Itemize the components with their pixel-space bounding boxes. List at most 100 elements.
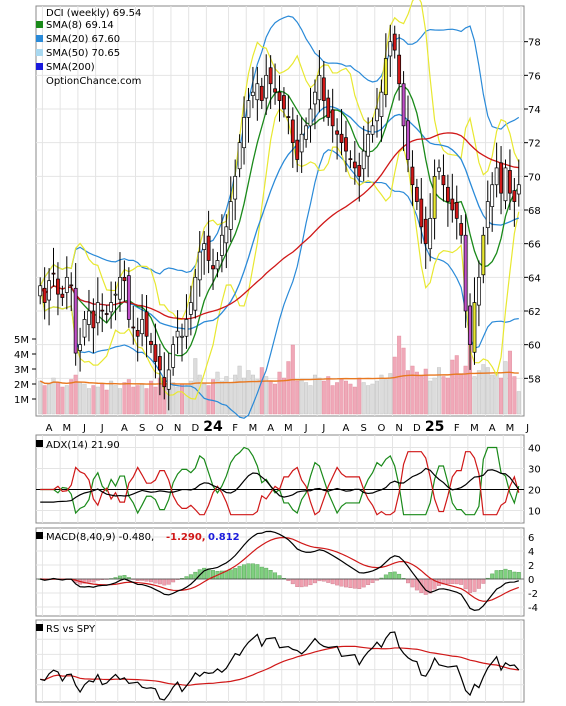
- candle-body: [459, 223, 464, 236]
- month-label: A: [267, 423, 274, 434]
- price-tick-label: 62: [528, 307, 541, 318]
- month-label: J: [82, 423, 86, 434]
- macd-histogram-bar: [348, 578, 353, 589]
- candle-body: [73, 287, 78, 354]
- price-tick-label: 76: [528, 71, 541, 82]
- macd-histogram-bar: [472, 578, 477, 592]
- candle-body: [228, 201, 233, 230]
- legend-swatch-sma50: [36, 49, 43, 56]
- volume-y-axis: 1M 2M 3M 4M 5M: [14, 335, 36, 406]
- macd-histogram-bar: [308, 578, 313, 586]
- month-label: N: [174, 423, 181, 434]
- candle-body: [432, 175, 437, 219]
- month-label: M: [249, 423, 258, 434]
- macd-histogram-bar: [468, 578, 473, 593]
- candle-body: [47, 280, 51, 301]
- macd-histogram-bar: [246, 563, 251, 580]
- volume-bar: [410, 365, 415, 415]
- month-label: D: [413, 423, 421, 434]
- volume-bar: [441, 376, 446, 415]
- candle-body: [392, 33, 397, 51]
- adx-line: [40, 467, 520, 503]
- volume-bar: [140, 383, 145, 415]
- macd-y-axis: -4 -2 0 2 4 6: [528, 533, 538, 614]
- candle-body: [162, 377, 167, 388]
- candle-body: [171, 344, 176, 368]
- candle-body: [463, 234, 468, 312]
- macd-histogram-bar: [392, 571, 397, 580]
- month-axis: A M J J A S O N D 24 F M A M J J A S O N D 25 F M A M J: [46, 419, 529, 435]
- volume-bar: [153, 386, 158, 415]
- candle-body: [277, 91, 282, 101]
- macd-tick-label: -2: [528, 589, 538, 600]
- price-panel-frame: [35, 5, 525, 417]
- macd-histogram-bar: [388, 572, 393, 580]
- candle-body: [56, 278, 60, 295]
- macd-histogram-bar: [383, 574, 388, 580]
- year-label: 24: [203, 419, 223, 435]
- candle-body: [352, 161, 357, 169]
- adx-tick-label: 20: [528, 486, 541, 497]
- volume-bar: [494, 373, 499, 415]
- macd-histogram-bar: [304, 578, 309, 587]
- candle-body: [485, 201, 490, 229]
- month-label: D: [191, 423, 199, 434]
- volume-bar: [445, 377, 450, 415]
- volume-bar: [335, 382, 340, 415]
- candle-body: [215, 260, 220, 270]
- macd-histogram-bar: [228, 569, 233, 580]
- volume-bar: [414, 371, 419, 415]
- month-label: A: [46, 423, 53, 434]
- candle-body: [64, 276, 69, 293]
- candle-body: [361, 150, 366, 170]
- candle-body: [211, 265, 215, 270]
- candle-body: [472, 302, 477, 353]
- rs-panel-frame: [35, 619, 525, 703]
- candle-body: [304, 125, 308, 140]
- macd-tick-label: 6: [528, 533, 534, 544]
- candle-body: [144, 311, 149, 337]
- macd-histogram-bar: [459, 578, 464, 585]
- volume-bar: [122, 382, 127, 415]
- volume-tick-label: 1M: [14, 395, 29, 406]
- candle-body: [82, 319, 87, 338]
- volume-bar: [516, 391, 521, 415]
- candle-body: [255, 83, 260, 101]
- candle-body: [180, 335, 184, 338]
- candle-body: [317, 74, 322, 101]
- candle-body: [113, 293, 118, 296]
- macd-histogram-bar: [352, 578, 357, 589]
- candle-body: [388, 41, 393, 57]
- volume-bar: [113, 385, 118, 415]
- adx-tick-label: 30: [528, 465, 541, 476]
- candle-body: [295, 139, 300, 160]
- volume-bar: [69, 379, 74, 415]
- macd-histogram-bar: [171, 578, 176, 583]
- volume-bar: [171, 382, 176, 415]
- volume-bar: [211, 379, 216, 415]
- adx-swatch: [36, 440, 43, 447]
- candle-body: [259, 85, 264, 101]
- volume-bar: [485, 367, 490, 415]
- macd-histogram-bar: [312, 578, 317, 584]
- chart-title: DCI (weekly) 69.54: [46, 8, 141, 19]
- candle-body: [264, 74, 269, 99]
- volume-bar: [357, 377, 362, 415]
- volume-bar: [51, 377, 56, 415]
- volume-bar: [109, 380, 114, 415]
- macd-histogram-bar: [242, 564, 247, 580]
- volume-bar: [472, 376, 477, 415]
- macd-label: MACD(8,40,9) -0.480,: [46, 532, 154, 543]
- macd-histogram-bar: [233, 568, 238, 580]
- volume-bar: [476, 370, 481, 415]
- legend-swatch-sma200: [36, 63, 43, 70]
- candle-body: [308, 108, 313, 127]
- macd-histogram-bar: [255, 564, 260, 580]
- candle-body: [109, 302, 114, 313]
- volume-bar: [91, 385, 96, 415]
- month-label: J: [321, 423, 325, 434]
- volume-bar: [259, 367, 264, 415]
- legend-swatch-sma20: [36, 35, 43, 42]
- month-label: J: [525, 423, 529, 434]
